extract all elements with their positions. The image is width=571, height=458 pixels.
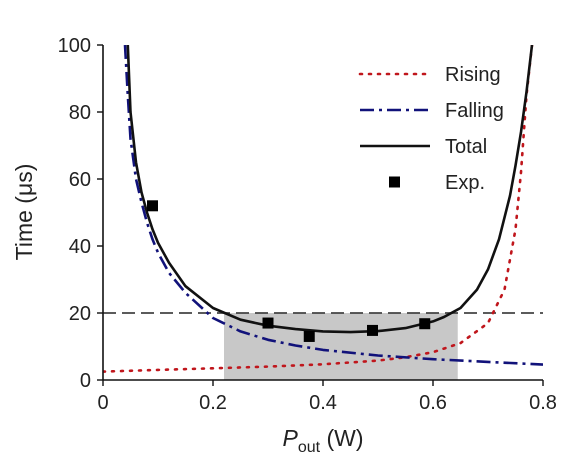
y-tick-label: 100	[58, 35, 91, 57]
x-tick-label: 0.8	[529, 392, 557, 414]
y-tick-label: 0	[80, 370, 91, 392]
x-tick-label: 0	[97, 392, 108, 414]
x-axis-title: Pout (W)	[282, 425, 363, 456]
exp-point	[147, 200, 158, 212]
legend-label: Exp.	[445, 172, 485, 194]
exp-point	[419, 318, 431, 330]
y-tick-label: 40	[69, 236, 91, 258]
exp-point	[303, 330, 315, 342]
y-tick-label: 60	[69, 169, 91, 191]
points-layer	[147, 200, 431, 342]
x-tick-label: 0.4	[309, 392, 337, 414]
y-axis-title: Time (μs)	[11, 164, 37, 261]
x-tick-label: 0.6	[419, 392, 447, 414]
series-line-rising	[103, 45, 534, 373]
exp-point	[367, 324, 378, 336]
legend-label: Falling	[445, 100, 504, 122]
exp-point	[262, 317, 274, 329]
legend-label: Rising	[445, 64, 501, 86]
series-layer	[103, 45, 543, 373]
series-line-falling	[123, 45, 543, 366]
ticks-layer: 0 0.2 0.4 0.6 0.8 0 20 40 60 80 100	[58, 35, 557, 414]
legend-label: Total	[445, 136, 487, 158]
legend: Rising Falling Total Exp.	[358, 64, 504, 194]
y-tick-label: 80	[69, 102, 91, 124]
series-line-total	[126, 45, 534, 334]
legend-swatch-exp	[389, 176, 400, 188]
y-tick-label: 20	[69, 303, 91, 325]
x-tick-label: 0.2	[199, 392, 227, 414]
